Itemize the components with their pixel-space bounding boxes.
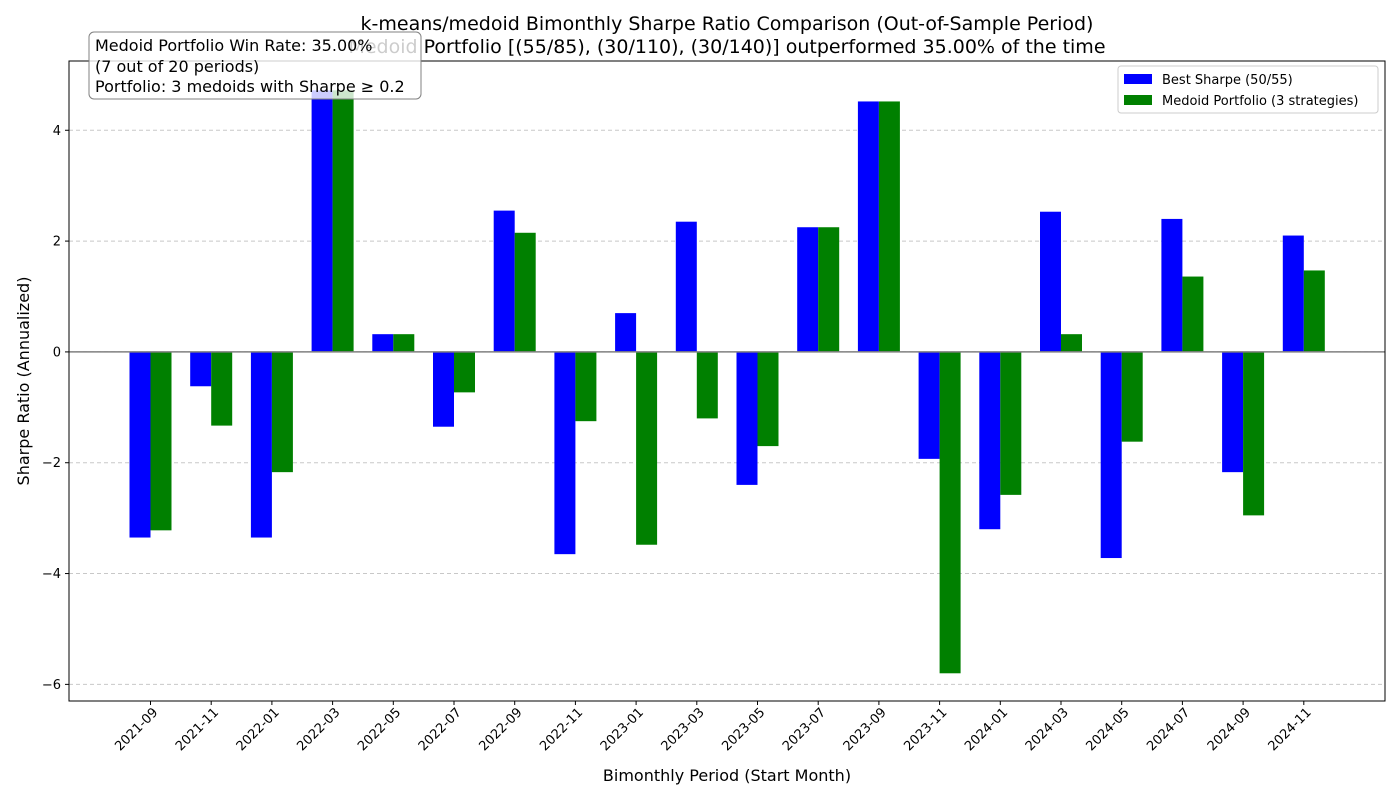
plot-frame xyxy=(68,60,1386,702)
bar-medoid-portfolio xyxy=(1243,351,1265,516)
bar-best-sharpe xyxy=(1282,235,1304,352)
x-tick-label: 2022-11 xyxy=(537,705,586,754)
legend-label-medoid-portfolio: Medoid Portfolio (3 strategies) xyxy=(1162,94,1359,109)
bar-best-sharpe xyxy=(1100,351,1122,559)
bar-best-sharpe xyxy=(311,90,333,352)
x-tick-label: 2024-05 xyxy=(1084,705,1133,754)
bar-medoid-portfolio xyxy=(271,351,293,473)
y-ticks: −6 −4 −2 0 2 4 xyxy=(42,124,69,693)
bar-medoid-portfolio xyxy=(514,232,536,352)
bars xyxy=(129,90,1325,674)
bar-medoid-portfolio xyxy=(1061,334,1082,352)
bar-medoid-portfolio xyxy=(696,351,718,419)
x-tick-label: 2023-07 xyxy=(780,705,829,754)
bar-best-sharpe xyxy=(554,351,576,555)
bar-best-sharpe xyxy=(190,351,212,387)
bar-medoid-portfolio xyxy=(1182,276,1204,352)
win-rate-annotation: Medoid Portfolio Win Rate: 35.00% (7 out… xyxy=(88,31,422,100)
x-tick-label: 2022-07 xyxy=(416,705,465,754)
y-axis-label: Sharpe Ratio (Annualized) xyxy=(14,277,33,486)
y-tick-label: 2 xyxy=(53,235,61,250)
bar-medoid-portfolio xyxy=(150,351,172,531)
x-tick-label: 2021-09 xyxy=(112,705,161,754)
legend-swatch-best-sharpe xyxy=(1124,74,1152,84)
legend-box xyxy=(1117,65,1379,114)
bar-best-sharpe xyxy=(857,101,879,352)
x-tick-label: 2023-11 xyxy=(901,705,950,754)
bar-medoid-portfolio xyxy=(575,351,597,422)
bar-medoid-portfolio xyxy=(939,351,961,674)
bar-medoid-portfolio xyxy=(757,351,779,447)
x-tick-label: 2023-01 xyxy=(598,705,647,754)
x-ticks: 2021-09 2021-11 2022-01 2022-03 2022-05 2022-… xyxy=(112,701,1315,754)
bar-best-sharpe xyxy=(250,351,272,538)
x-tick-label: 2024-03 xyxy=(1023,705,1072,754)
y-tick-label: 4 xyxy=(53,124,61,139)
annotation-box xyxy=(88,31,422,100)
x-tick-label: 2024-11 xyxy=(1266,705,1315,754)
bar-best-sharpe xyxy=(918,351,940,459)
x-tick-label: 2022-01 xyxy=(234,705,283,754)
bar-best-sharpe xyxy=(1222,351,1244,473)
y-tick-label: −4 xyxy=(42,567,61,582)
x-tick-label: 2024-07 xyxy=(1144,705,1193,754)
x-tick-label: 2024-01 xyxy=(962,705,1011,754)
x-tick-label: 2024-09 xyxy=(1205,705,1254,754)
bar-best-sharpe xyxy=(433,351,454,427)
bar-best-sharpe xyxy=(736,351,758,485)
bar-medoid-portfolio xyxy=(878,101,900,352)
annotation-line-win-rate: Medoid Portfolio Win Rate: 35.00% xyxy=(95,36,373,55)
x-tick-label: 2022-09 xyxy=(477,705,526,754)
legend: Best Sharpe (50/55) Medoid Portfolio (3 … xyxy=(1117,65,1379,114)
y-tick-label: 0 xyxy=(53,345,61,360)
x-tick-label: 2022-05 xyxy=(355,705,404,754)
annotation-line-periods: (7 out of 20 periods) xyxy=(95,57,259,76)
bar-best-sharpe xyxy=(979,351,1001,530)
bar-best-sharpe xyxy=(129,351,151,538)
bar-best-sharpe xyxy=(1040,211,1061,352)
bar-medoid-portfolio xyxy=(393,334,415,352)
bar-medoid-portfolio xyxy=(211,351,233,426)
legend-label-best-sharpe: Best Sharpe (50/55) xyxy=(1162,73,1293,88)
chart-title: k-means/medoid Bimonthly Sharpe Ratio Co… xyxy=(361,13,1094,35)
bar-best-sharpe xyxy=(493,210,515,352)
bar-best-sharpe xyxy=(615,313,637,352)
x-tick-label: 2023-05 xyxy=(719,705,768,754)
bar-best-sharpe xyxy=(797,227,819,352)
x-tick-label: 2022-03 xyxy=(294,705,343,754)
y-tick-label: −2 xyxy=(42,456,61,471)
bar-medoid-portfolio xyxy=(454,351,475,393)
x-tick-label: 2021-11 xyxy=(173,705,222,754)
bar-best-sharpe xyxy=(675,221,697,352)
x-tick-label: 2023-09 xyxy=(841,705,890,754)
x-tick-label: 2023-03 xyxy=(659,705,708,754)
bar-best-sharpe xyxy=(372,334,394,352)
x-axis-label: Bimonthly Period (Start Month) xyxy=(603,766,851,785)
legend-swatch-medoid-portfolio xyxy=(1124,95,1152,105)
annotation-line-portfolio: Portfolio: 3 medoids with Sharpe ≥ 0.2 xyxy=(95,77,405,96)
y-tick-label: −6 xyxy=(42,678,61,693)
bar-medoid-portfolio xyxy=(1303,270,1325,352)
bar-medoid-portfolio xyxy=(1000,351,1022,495)
bar-medoid-portfolio xyxy=(636,351,658,545)
chart-subtitle: Medoid Portfolio [(55/85), (30/110), (30… xyxy=(348,36,1105,58)
bar-medoid-portfolio xyxy=(332,90,354,352)
bar-medoid-portfolio xyxy=(1121,351,1143,442)
bar-medoid-portfolio xyxy=(818,227,840,352)
bar-best-sharpe xyxy=(1161,218,1183,352)
